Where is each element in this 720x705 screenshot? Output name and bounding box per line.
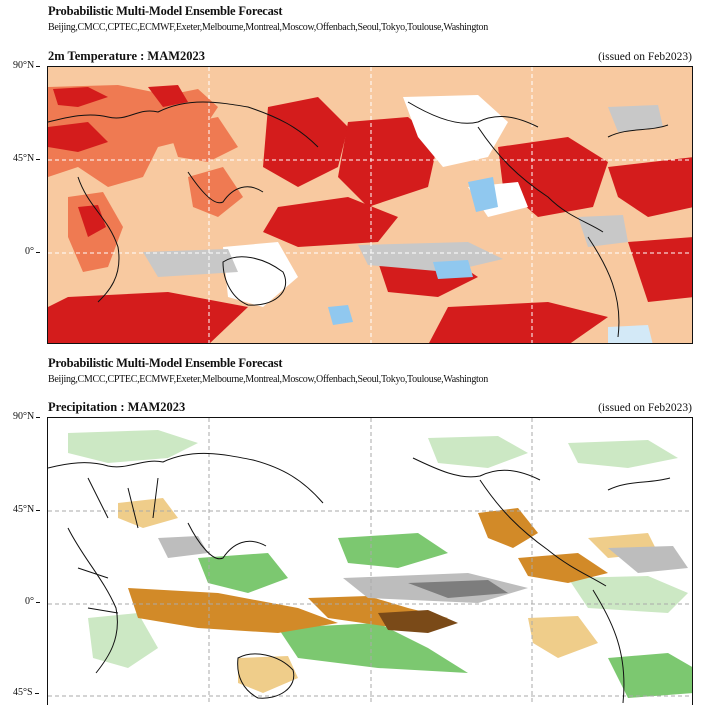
map-title: Precipitation : MAM2023 xyxy=(48,400,186,414)
weak-above-region xyxy=(88,613,158,668)
strong-above-region xyxy=(48,292,248,343)
above-region xyxy=(608,653,692,698)
weak-above-region xyxy=(68,430,198,463)
below-region xyxy=(128,588,338,633)
below-region xyxy=(478,508,538,548)
below-normal-region xyxy=(433,260,473,279)
weak-below-region xyxy=(118,498,178,528)
weak-below-region xyxy=(608,325,653,343)
below-normal-region xyxy=(328,305,353,325)
contributing-centres: Beijing,CMCC,CPTEC,ECMWF,Exeter,Melbourn… xyxy=(48,22,488,33)
strong-above-region xyxy=(263,197,398,247)
below-region xyxy=(518,553,608,583)
contributing-centres: Beijing,CMCC,CPTEC,ECMWF,Exeter,Melbourn… xyxy=(48,374,488,385)
lat-label-45n: 45°N xyxy=(13,504,41,515)
ensemble-forecast-title: Probabilistic Multi-Model Ensemble Forec… xyxy=(48,4,283,18)
above-region xyxy=(338,533,448,568)
lat-label-45n: 45°N xyxy=(13,153,41,164)
above-region xyxy=(198,553,288,593)
strong-above-region xyxy=(53,87,108,107)
coastlines xyxy=(48,101,669,338)
near-normal-region xyxy=(578,215,628,247)
weak-below-region xyxy=(528,616,598,658)
ensemble-forecast-title: Probabilistic Multi-Model Ensemble Forec… xyxy=(48,356,283,370)
strong-near-normal-region xyxy=(408,580,508,598)
strong-above-region xyxy=(429,302,608,343)
below-normal-region xyxy=(468,177,498,212)
strong-above-region xyxy=(263,97,348,187)
near-normal-region xyxy=(608,105,663,132)
temperature-map-canvas xyxy=(48,67,692,343)
weak-above-region xyxy=(568,440,678,468)
precipitation-map xyxy=(47,417,693,705)
temperature-map xyxy=(47,66,693,344)
lat-lon-grid xyxy=(48,67,692,343)
issued-date: (issued on Feb2023) xyxy=(598,51,692,63)
near-normal-region xyxy=(143,249,238,277)
above-region-india xyxy=(188,167,243,217)
lat-label-0: 0° xyxy=(25,246,40,257)
lat-lon-grid xyxy=(48,418,692,705)
above-region-asia xyxy=(168,117,238,162)
lat-label-90n: 90°N xyxy=(13,411,41,422)
precipitation-panel: Probabilistic Multi-Model Ensemble Forec… xyxy=(0,350,720,705)
strong-below-region xyxy=(378,610,458,633)
strong-above-region xyxy=(48,122,108,152)
strong-above-region xyxy=(338,117,438,207)
strong-above-region xyxy=(608,157,692,217)
lat-label-90n: 90°N xyxy=(13,60,41,71)
strong-above-region xyxy=(498,137,608,217)
near-normal-region xyxy=(158,536,208,558)
weak-below-region xyxy=(238,656,298,693)
above-region xyxy=(278,623,468,673)
above-region-europe xyxy=(48,85,218,187)
near-normal-region xyxy=(608,546,688,573)
lat-label-0: 0° xyxy=(25,596,40,607)
strong-above-region xyxy=(148,85,188,107)
issued-date: (issued on Feb2023) xyxy=(598,402,692,414)
coastlines xyxy=(48,453,671,704)
neutral-region-australia xyxy=(223,242,298,307)
weak-above-region xyxy=(428,436,528,468)
temperature-panel: Probabilistic Multi-Model Ensemble Forec… xyxy=(0,0,720,345)
map-title: 2m Temperature : MAM2023 xyxy=(48,49,206,63)
precipitation-map-canvas xyxy=(48,418,692,705)
lat-label-45s: 45°S xyxy=(13,687,39,698)
